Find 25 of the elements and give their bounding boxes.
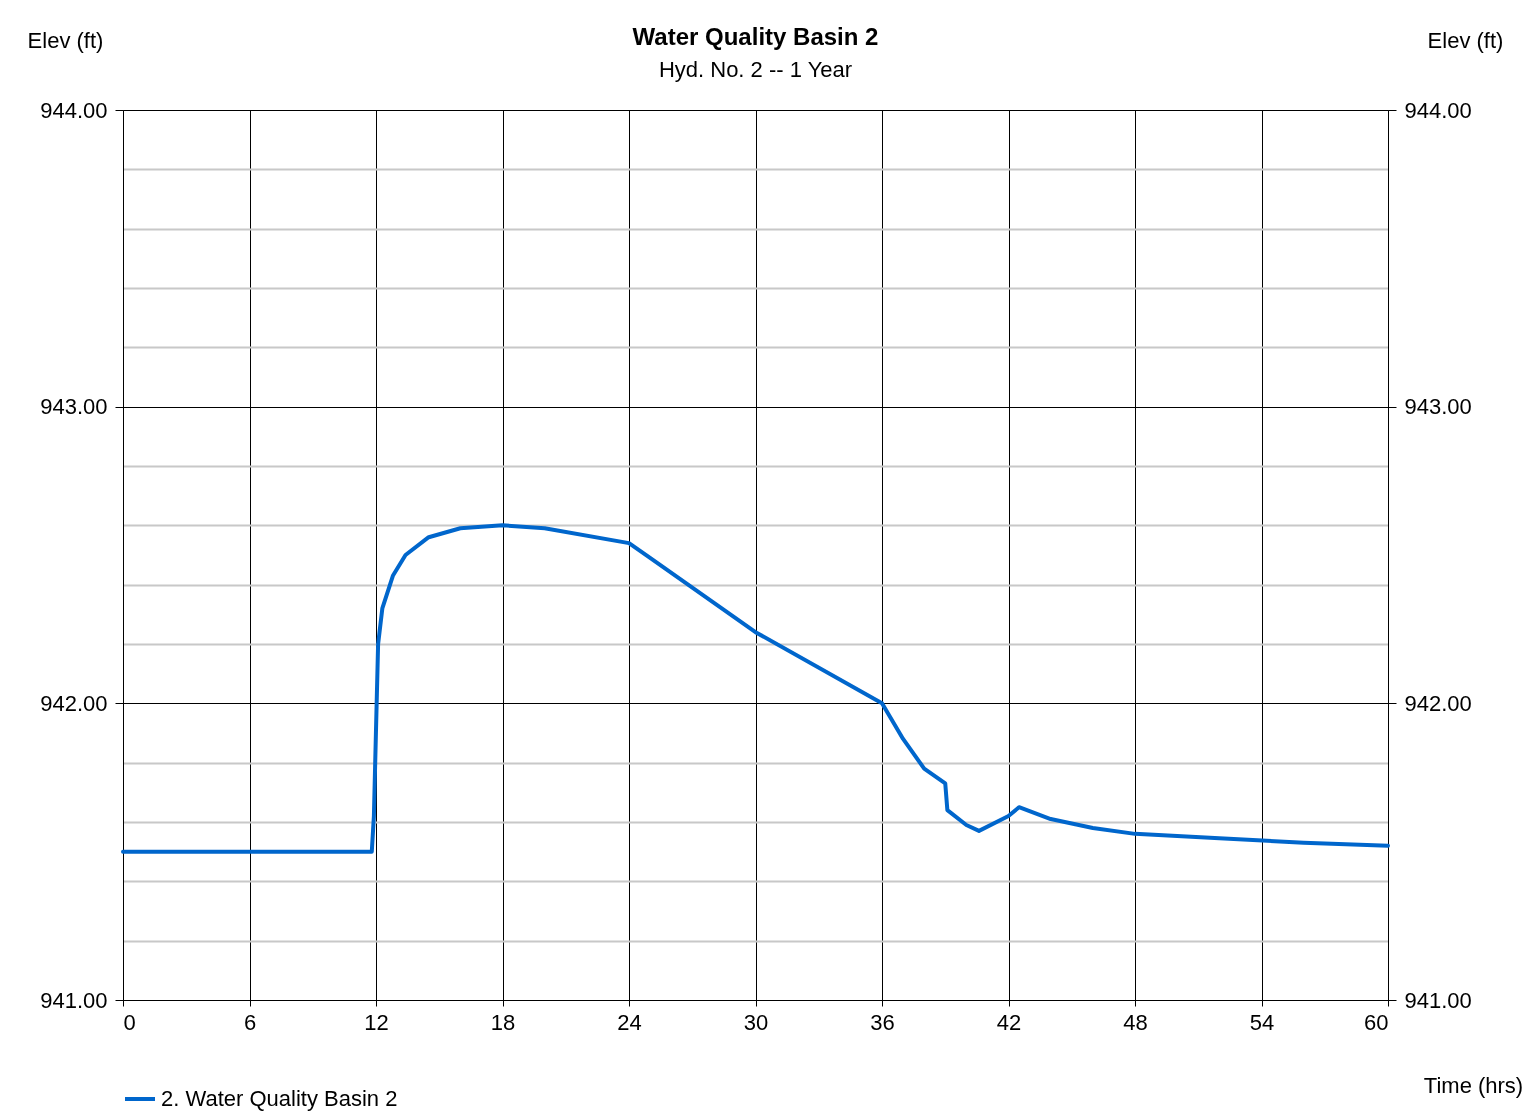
x-tick-label: 30 — [743, 1009, 769, 1035]
y2-tick-label: 942.00 — [1404, 690, 1472, 716]
x-tick-label: 48 — [1123, 1009, 1148, 1035]
x-tick-label: 0 — [123, 1009, 136, 1035]
chart-subtitle: Hyd. No. 2 -- 1 Year — [658, 57, 853, 82]
chart-title: Water Quality Basin 2 — [632, 23, 879, 50]
x-tick-label: 36 — [870, 1009, 895, 1035]
y-tick-label: 944.00 — [40, 97, 108, 123]
y-tick-label: 943.00 — [40, 394, 108, 420]
x-tick-label: 18 — [490, 1009, 516, 1035]
y-tick-label: 941.00 — [40, 987, 108, 1013]
x-tick-label: 12 — [364, 1009, 389, 1035]
x-tick-label: 60 — [1364, 1009, 1389, 1035]
x-tick-label: 54 — [1249, 1009, 1275, 1035]
y2-axis-title: Elev (ft) — [1427, 27, 1504, 53]
y-axis-title: Elev (ft) — [27, 27, 104, 53]
y-tick-label: 942.00 — [40, 690, 108, 716]
x-tick-label: 42 — [996, 1009, 1022, 1035]
x-tick-label: 24 — [617, 1009, 642, 1035]
y2-tick-label: 943.00 — [1404, 394, 1472, 420]
y2-tick-label: 941.00 — [1404, 987, 1472, 1013]
legend-label: 2. Water Quality Basin 2 — [161, 1086, 398, 1111]
y2-tick-label: 944.00 — [1404, 97, 1472, 123]
x-axis-title: Time (hrs) — [1423, 1072, 1524, 1098]
x-tick-label: 6 — [243, 1009, 257, 1035]
